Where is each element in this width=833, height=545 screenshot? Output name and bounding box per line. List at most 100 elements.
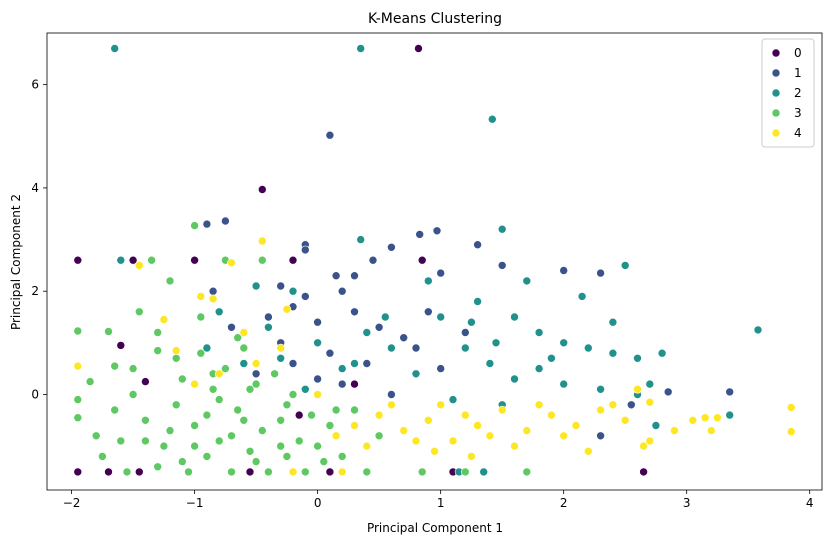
point-cluster-3 — [270, 369, 279, 379]
point-cluster-3 — [239, 415, 249, 425]
x-tick-label: −1 — [186, 496, 204, 510]
point-cluster-3 — [294, 436, 304, 446]
point-cluster-2 — [448, 395, 458, 404]
point-cluster-2 — [264, 322, 273, 332]
point-cluster-4 — [337, 467, 347, 477]
point-cluster-3 — [251, 379, 261, 389]
point-cluster-1 — [663, 387, 673, 397]
y-tick-label: 0 — [31, 387, 39, 401]
point-cluster-1 — [251, 369, 261, 379]
point-cluster-1 — [436, 364, 446, 373]
point-cluster-4 — [196, 292, 206, 301]
point-cluster-3 — [300, 467, 310, 477]
point-cluster-2 — [202, 343, 212, 353]
point-cluster-4 — [645, 436, 655, 446]
point-cluster-2 — [534, 364, 544, 373]
point-cluster-1 — [374, 322, 384, 332]
point-cluster-2 — [608, 317, 618, 327]
point-cluster-1 — [387, 390, 396, 399]
point-cluster-4 — [706, 426, 716, 435]
point-cluster-1 — [596, 268, 605, 278]
point-cluster-1 — [202, 219, 212, 229]
point-cluster-2 — [559, 379, 569, 389]
point-cluster-3 — [337, 452, 347, 461]
point-cluster-4 — [257, 236, 267, 246]
point-cluster-2 — [350, 359, 359, 368]
point-cluster-1 — [313, 374, 322, 384]
point-cluster-3 — [110, 405, 119, 415]
point-cluster-2 — [387, 343, 396, 353]
point-cluster-3 — [214, 436, 224, 446]
point-cluster-0 — [116, 341, 126, 350]
point-cluster-0 — [417, 255, 427, 265]
point-cluster-3 — [171, 400, 181, 410]
point-cluster-3 — [245, 384, 255, 394]
y-axis-label: Principal Component 2 — [9, 194, 23, 330]
point-cluster-3 — [135, 307, 144, 317]
point-cluster-4 — [559, 431, 569, 441]
point-cluster-1 — [626, 400, 636, 410]
point-cluster-1 — [313, 317, 322, 327]
point-cluster-0 — [325, 467, 335, 477]
point-cluster-0 — [288, 255, 298, 265]
point-cluster-1 — [725, 387, 735, 397]
point-cluster-0 — [414, 44, 423, 53]
point-cluster-3 — [208, 384, 218, 394]
point-cluster-3 — [141, 436, 150, 446]
point-cluster-4 — [608, 400, 618, 410]
point-cluster-4 — [374, 410, 384, 420]
point-cluster-4 — [786, 403, 796, 412]
point-cluster-3 — [313, 441, 322, 451]
point-cluster-4 — [547, 410, 556, 420]
point-cluster-4 — [331, 431, 341, 441]
legend-marker-4 — [771, 128, 781, 138]
point-cluster-1 — [221, 216, 230, 226]
point-cluster-2 — [596, 384, 605, 394]
point-cluster-3 — [73, 413, 83, 423]
point-cluster-2 — [214, 307, 224, 317]
point-cluster-3 — [73, 326, 83, 336]
point-cluster-3 — [350, 405, 359, 415]
point-cluster-4 — [596, 405, 605, 415]
point-cluster-0 — [350, 379, 359, 389]
point-cluster-3 — [98, 452, 107, 461]
x-tick-label: 0 — [314, 496, 322, 510]
point-cluster-1 — [331, 271, 341, 281]
point-cluster-3 — [257, 426, 267, 435]
point-cluster-1 — [436, 268, 446, 278]
point-cluster-0 — [141, 377, 150, 386]
point-cluster-2 — [288, 286, 298, 296]
point-cluster-4 — [288, 467, 298, 477]
point-cluster-2 — [423, 276, 433, 286]
point-cluster-2 — [753, 325, 763, 335]
point-cluster-2 — [411, 369, 421, 379]
point-cluster-2 — [110, 44, 119, 53]
point-cluster-4 — [713, 413, 722, 423]
point-cluster-4 — [276, 343, 286, 353]
point-cluster-2 — [337, 364, 347, 373]
point-cluster-3 — [128, 390, 138, 399]
point-cluster-1 — [325, 130, 335, 140]
point-cluster-3 — [178, 457, 187, 466]
point-cluster-3 — [104, 327, 113, 336]
point-cluster-1 — [423, 307, 433, 317]
point-cluster-3 — [159, 441, 169, 451]
point-cluster-2 — [239, 359, 249, 368]
x-tick-label: 4 — [806, 496, 814, 510]
legend: 0 1 2 3 4 — [761, 38, 815, 148]
point-cluster-1 — [276, 281, 286, 291]
point-cluster-3 — [276, 441, 286, 451]
point-cluster-2 — [479, 467, 489, 477]
point-cluster-1 — [350, 307, 359, 317]
point-cluster-3 — [460, 467, 470, 477]
point-cluster-4 — [620, 415, 630, 425]
point-cluster-3 — [282, 452, 292, 461]
point-cluster-3 — [196, 312, 206, 322]
point-cluster-1 — [337, 379, 347, 389]
point-cluster-3 — [276, 415, 286, 425]
plot-area — [47, 33, 822, 490]
point-cluster-4 — [522, 426, 532, 435]
axes-layer: −2 −1 0 1 2 3 4 0 2 4 6 — [31, 78, 813, 510]
legend-label-0: 0 — [794, 46, 802, 60]
legend-marker-2 — [771, 88, 781, 98]
